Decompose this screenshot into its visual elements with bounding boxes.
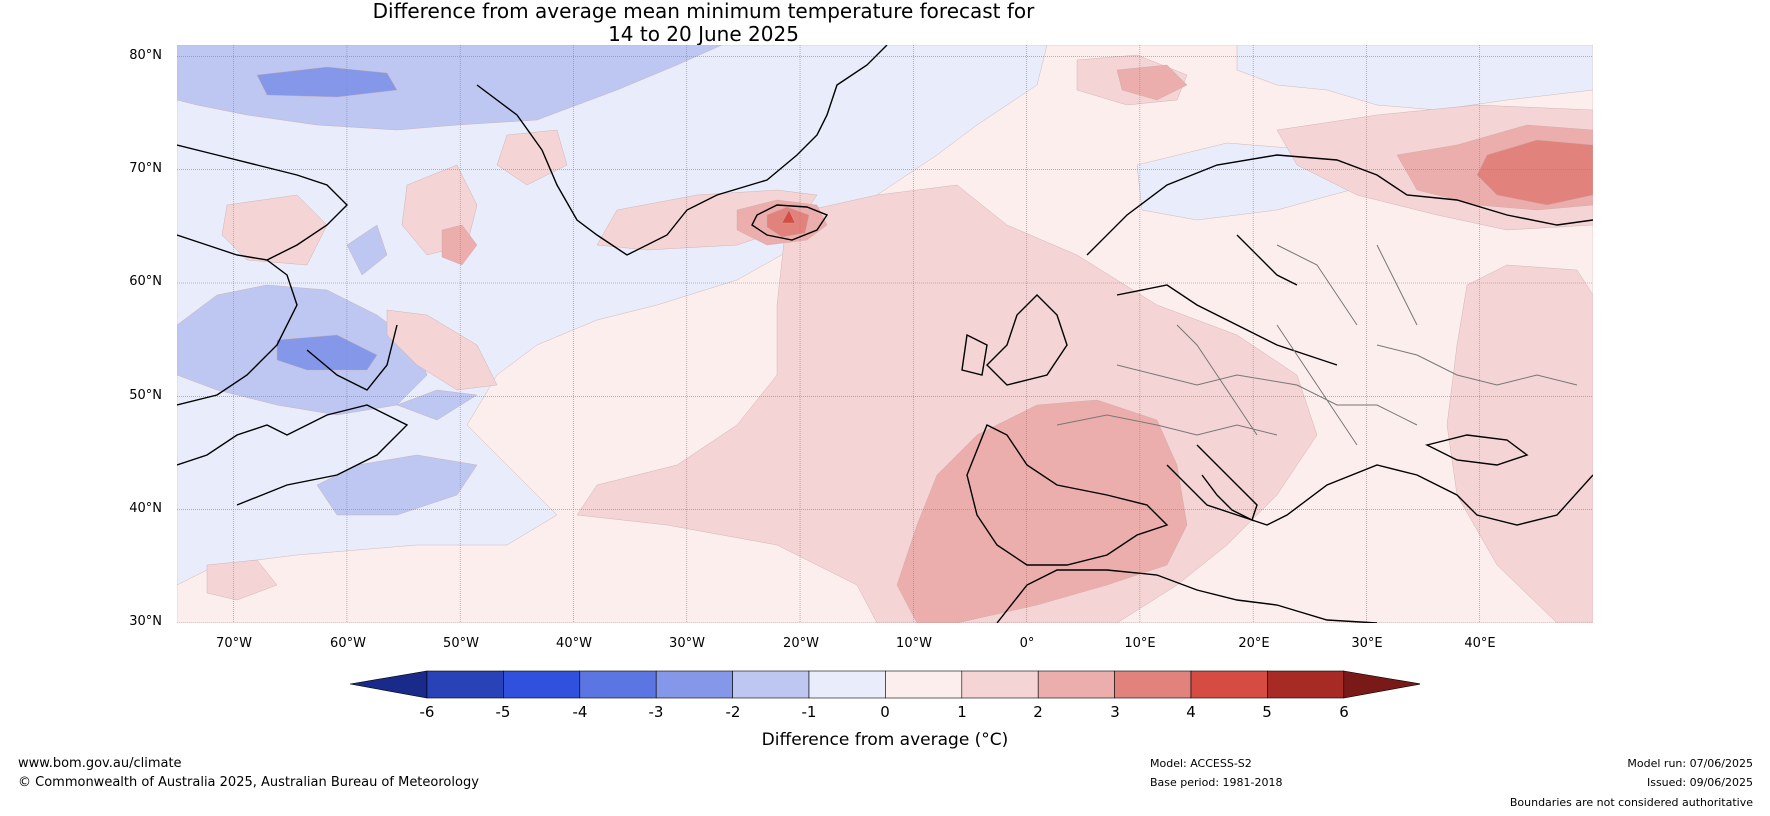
coastline-black-sea (1424, 434, 1529, 466)
lon-label: 20°E (1238, 636, 1270, 651)
colorbar-tick-label: -1 (801, 703, 817, 721)
borders (1056, 244, 1578, 446)
coastline-canada-east (177, 404, 409, 506)
lat-label: 50°N (129, 388, 162, 403)
colorbar-tick-label: 2 (1033, 703, 1043, 721)
coastline-africa (996, 569, 1378, 623)
anomaly-4-5-iceland (781, 209, 796, 224)
anomaly-1-2-greenland-ne (496, 129, 568, 186)
coastline-greenland (476, 45, 888, 256)
colorbar-tick-label: -3 (648, 703, 664, 721)
coastline-iceland (751, 204, 829, 241)
coastline-italy (1196, 444, 1258, 521)
map-title-line-2: 14 to 20 June 2025 (608, 22, 799, 46)
colorbar-segment (579, 670, 657, 699)
colorbar-segment (426, 670, 504, 699)
colorbar-tick-label: 1 (957, 703, 967, 721)
anomaly-2-3-svalbard (1116, 64, 1188, 101)
lat-label: 30°N (129, 614, 162, 629)
lat-label: 80°N (129, 48, 162, 63)
issued-date: Issued: 09/06/2025 (1646, 776, 1753, 789)
anomaly-neg-0-1-north-atlantic (177, 45, 1048, 586)
border-lines (1056, 244, 1578, 446)
graticule (177, 45, 1593, 623)
colorbar-tick-label: -6 (419, 703, 435, 721)
forecast-map (177, 45, 1593, 623)
lon-label: 40°W (556, 636, 592, 651)
lon-label: 70°W (216, 636, 252, 651)
colorbar-segment (655, 670, 733, 699)
anomaly-1-2-nw-atlantic (386, 309, 498, 391)
model-run-date: Model run: 07/06/2025 (1627, 757, 1753, 770)
colorbar-segment (1190, 670, 1268, 699)
colorbar-tick-label: 4 (1186, 703, 1196, 721)
lon-label: 30°E (1351, 636, 1383, 651)
colorbar-label: Difference from average (°C) (761, 730, 1009, 750)
anomaly-neg-1-2-greenland-north (177, 45, 723, 131)
anomaly-3-4-barents (1476, 139, 1593, 206)
map-title-line-1: Difference from average mean minimum tem… (372, 0, 1035, 23)
anomaly-2-3-iberia-med (896, 399, 1188, 623)
map-canvas (177, 45, 1593, 623)
colorbar-segment (1267, 670, 1345, 699)
lon-label: 60°W (330, 636, 366, 651)
map-title: Difference from average mean minimum tem… (0, 0, 1407, 46)
coastline-uk (961, 294, 1068, 386)
colorbar-segment (503, 670, 581, 699)
anomaly-1-2-east (1446, 264, 1593, 623)
lat-label: 60°N (129, 274, 162, 289)
lat-label: 70°N (129, 161, 162, 176)
lon-label: 0° (1019, 636, 1035, 651)
lon-label: 10°W (896, 636, 932, 651)
coastline-norway (1086, 154, 1593, 256)
colorbar (350, 670, 1420, 699)
colorbar-segment (732, 670, 810, 699)
anomaly-neg-2-3-greenland (256, 66, 398, 98)
lat-label: 40°N (129, 501, 162, 516)
colorbar-segment (1037, 670, 1115, 699)
lon-label: 10°E (1124, 636, 1156, 651)
coastlines (177, 45, 1593, 623)
colorbar-extend-low (350, 670, 428, 699)
colorbar-segment (1114, 670, 1192, 699)
anomaly-neg-1-2-davis (346, 224, 388, 276)
anomaly-2-3-greenland-south (441, 224, 478, 266)
colorbar-tick-label: -4 (572, 703, 588, 721)
lon-label: 20°W (783, 636, 819, 651)
colorbar-tick-label: -2 (725, 703, 741, 721)
base-period: Base period: 1981-2018 (1150, 776, 1283, 789)
coastline-labrador (177, 259, 398, 406)
coastline-baffin (177, 144, 348, 261)
anomaly-neg-1-2-mid-atlantic (396, 389, 478, 421)
lon-label: 50°W (443, 636, 479, 651)
anomaly-1-2-hudson (221, 194, 328, 266)
colorbar-extend-high (1343, 670, 1420, 699)
coastline-iberia (966, 424, 1169, 566)
boundary-disclaimer: Boundaries are not considered authoritat… (1509, 796, 1753, 809)
colorbar-tick-label: 3 (1110, 703, 1120, 721)
anomaly-1-2-gulf (206, 559, 278, 601)
colorbar-segment (961, 670, 1039, 699)
model-name: Model: ACCESS-S2 (1150, 757, 1252, 770)
lon-label: 30°W (669, 636, 705, 651)
colorbar-tick-label: 5 (1262, 703, 1272, 721)
colorbar-segment (808, 670, 886, 699)
anomaly-neg-0-1-arctic-east (1236, 45, 1593, 111)
coastline-med (1166, 464, 1593, 526)
copyright-text: © Commonwealth of Australia 2025, Austra… (18, 775, 479, 790)
lon-label: 40°E (1464, 636, 1496, 651)
colorbar-tick-label: -5 (495, 703, 511, 721)
coastline-baltic (1116, 234, 1338, 366)
colorbar-segment (885, 670, 963, 699)
colorbar-tick-label: 0 (880, 703, 890, 721)
source-url: www.bom.gov.au/climate (18, 756, 182, 771)
anomaly-neg-2-3-labrador-sea (276, 334, 378, 371)
colorbar-tick-label: 6 (1339, 703, 1349, 721)
